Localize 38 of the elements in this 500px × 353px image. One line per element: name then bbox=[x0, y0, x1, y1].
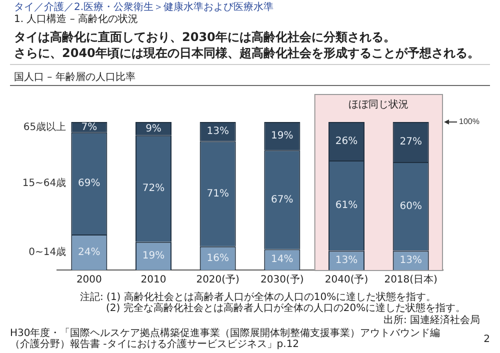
text: H30年度・「国際ヘルスケア拠点構築促進事業（国際展開体制整備支援事業）アウトバウンド編（介護分野）報告書 -タイにおける介護サービスビジネス」p.12 bbox=[10, 328, 442, 350]
data-label: 61% bbox=[335, 200, 358, 212]
data-label: 13% bbox=[400, 254, 422, 266]
data-label: 19% bbox=[271, 130, 294, 142]
chart-title: タイは高齢化に直面しており、2030年には高齢化社会に分類される。さらに、2040年頃には現在の日本同様、超高齢化社会を形成することが予想される。 bbox=[14, 29, 480, 61]
data-label: 26% bbox=[335, 136, 358, 147]
data-label: 60% bbox=[400, 200, 422, 212]
x-tick-label: 2040(予) bbox=[324, 274, 368, 286]
x-tick-label: 2020(予) bbox=[196, 274, 240, 286]
data-label: 67% bbox=[271, 194, 294, 206]
data-label: 7% bbox=[81, 122, 98, 133]
data-label: 72% bbox=[142, 183, 165, 194]
x-tick-label: 2018(日本) bbox=[384, 274, 438, 286]
ref-line-label: 100% bbox=[459, 117, 480, 126]
data-label: 13% bbox=[335, 254, 358, 266]
x-tick-label: 2030(予) bbox=[260, 274, 304, 286]
data-label: 14% bbox=[271, 254, 294, 266]
data-label: 71% bbox=[206, 188, 229, 200]
series-label: 0~14歳 bbox=[28, 246, 66, 258]
band-label: ほぼ同じ状況 bbox=[348, 98, 409, 111]
data-label: 27% bbox=[400, 136, 422, 148]
x-tick-label: 2010 bbox=[140, 274, 166, 286]
series-label: 15~64歳 bbox=[22, 177, 66, 190]
data-label: 13% bbox=[206, 126, 229, 138]
series-label: 65歳以上 bbox=[23, 120, 66, 133]
chart-subtitle: 国人口 – 年齢層の人口比率 bbox=[14, 70, 136, 84]
text: 注記: (1) 高齢化社会とは高齢者人口が全体の人口の10%に達した状態を指す。 bbox=[80, 292, 436, 303]
text: 1. 人口構造 – 高齢化の状況 bbox=[14, 14, 138, 25]
data-label: 69% bbox=[78, 178, 100, 190]
x-tick-label: 2000 bbox=[76, 274, 102, 286]
text: 2 bbox=[484, 334, 490, 345]
data-label: 16% bbox=[206, 252, 229, 264]
text: (2) 完全な高齢化社会とは高齢者人口が全体の人口の20%に達した状態を指す。 bbox=[106, 303, 466, 314]
text: タイ／介護／2.医療・公衆衛生＞健康水準および医療水準 bbox=[14, 2, 274, 13]
text: 出所: 国連経済社会局 bbox=[383, 315, 480, 326]
data-label: 24% bbox=[78, 246, 100, 258]
data-label: 19% bbox=[142, 250, 165, 262]
data-label: 9% bbox=[146, 123, 162, 134]
